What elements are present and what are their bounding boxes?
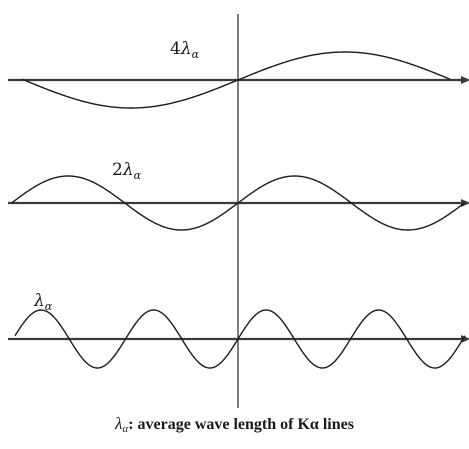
caption-symbol: λα (115, 414, 129, 435)
caption: λα: average wave length of Kα lines (0, 414, 469, 435)
wave-label-3: λα (33, 291, 53, 313)
wave-curve-3 (14, 309, 466, 369)
wave-label-prefix: 4 (170, 39, 181, 59)
caption-text: : average wave length of Kα lines (128, 416, 354, 433)
wave-curve-1 (21, 51, 451, 109)
wave-label-subscript: α (134, 169, 142, 182)
wave-label-1: 4λα (170, 39, 200, 61)
wave-label-symbol: λ (33, 291, 45, 311)
wave-label-prefix: 2 (112, 160, 123, 180)
wave-label-symbol: λ (122, 160, 134, 180)
wave-label-subscript: α (192, 48, 200, 61)
wave-label-symbol: λ (180, 39, 192, 59)
wave-label-subscript: α (45, 300, 53, 313)
wave-label-2: 2λα (112, 160, 142, 182)
